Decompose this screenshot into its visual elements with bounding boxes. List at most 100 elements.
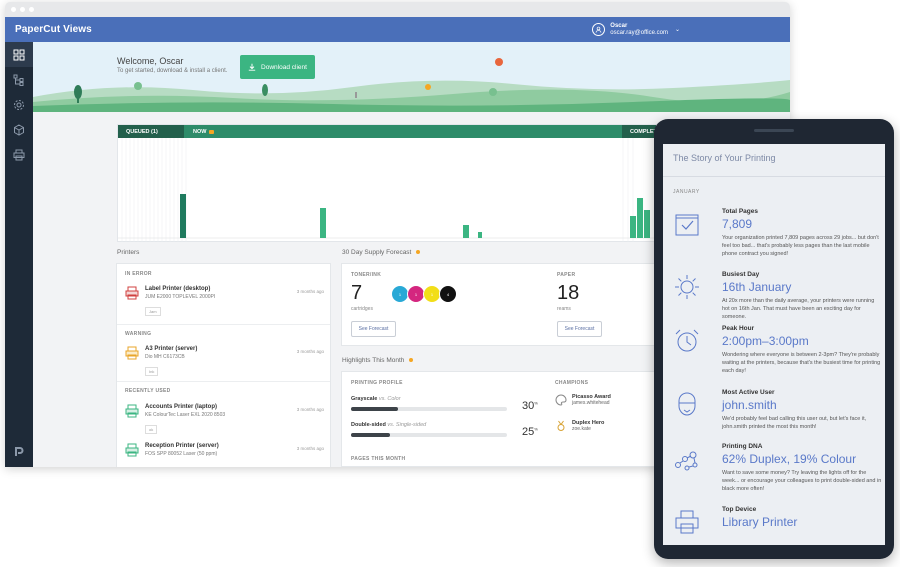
sidebar-item-printers[interactable] — [5, 142, 33, 167]
paper-label: PAPER — [557, 272, 576, 278]
papercut-logo-icon — [15, 447, 24, 456]
story-screen: The Story of Your Printing JANUARY Total… — [663, 144, 885, 545]
printer-row[interactable]: Reception Printer (server) FOS SPP 80052… — [125, 443, 219, 457]
printer-status-tag: ok — [145, 425, 158, 434]
story-description: Your organization printed 7,809 pages ac… — [722, 235, 879, 257]
champion-row[interactable]: Picasso Award james.whitehead — [555, 394, 611, 406]
timeline-bar[interactable] — [630, 216, 636, 238]
duplex-percent-value: 25 — [522, 426, 535, 438]
printer-ok-icon — [125, 404, 139, 418]
download-client-label: Download client — [261, 63, 307, 71]
user-avatar-icon — [592, 23, 606, 36]
paper-unit: reams — [557, 306, 571, 312]
printer-time: 3 months ago — [296, 349, 324, 354]
download-client-button[interactable]: Download client — [240, 55, 315, 79]
printer-warning-icon — [125, 346, 139, 360]
printer-row[interactable]: Label Printer (desktop) JUM E2000 TOPLEV… — [125, 286, 215, 318]
timeline-bar[interactable] — [637, 198, 643, 238]
timeline-now-label: NOW — [193, 128, 207, 135]
timeline-bar[interactable] — [320, 208, 326, 238]
user-menu[interactable]: Oscar oscar.ray@office.com ⌄ — [592, 23, 680, 37]
printer-info: A3 Printer (server) Dio MH C6173CB Ink — [145, 346, 197, 378]
highlights-dot-icon — [409, 358, 414, 362]
story-heading: Top Device — [722, 506, 757, 513]
champion-row[interactable]: Duplex Hero zoe.kate — [555, 420, 604, 432]
window-maximize-dot[interactable] — [29, 7, 34, 12]
sidebar — [5, 42, 33, 467]
chevron-down-icon: ⌄ — [674, 27, 680, 33]
user-info: Oscar oscar.ray@office.com — [610, 23, 668, 37]
printer-model: JUM E2000 TOPLEVEL 2000PI — [145, 294, 216, 300]
timeline-queued-label[interactable]: QUEUED (1) — [118, 125, 184, 138]
forecast-card: TONER/INK 7 cartridges 1 1 1 4 See Forec… — [341, 263, 661, 346]
printer-icon — [675, 510, 699, 534]
timeline-header: QUEUED (1) NOW COMPLETE — [118, 125, 661, 138]
grayscale-label: Grayscale — [351, 396, 378, 402]
see-forecast-button[interactable]: See Forecast — [557, 321, 602, 337]
story-heading: Busiest Day — [722, 271, 760, 278]
duplex-vs: vs. Single-sided — [387, 422, 427, 428]
printer-row[interactable]: Accounts Printer (laptop) KE ColourTec L… — [125, 404, 225, 436]
app-logo[interactable]: PaperCut Views — [15, 24, 92, 35]
pages-this-month-label: PAGES THIS MONTH — [351, 456, 406, 462]
story-value: 2:00pm–3:00pm — [722, 334, 809, 348]
story-month: JANUARY — [673, 189, 700, 195]
sidebar-item-dashboard[interactable] — [5, 42, 33, 67]
timeline-bar[interactable] — [644, 210, 650, 238]
forecast-dot-icon — [416, 250, 421, 254]
grayscale-vs: vs. Color — [378, 396, 401, 402]
gear-icon — [14, 99, 24, 110]
window-minimize-dot[interactable] — [20, 7, 25, 12]
medal-icon — [557, 420, 565, 431]
toner-black-dot: 4 — [439, 285, 457, 303]
champion-user: zoe.kate — [572, 426, 591, 432]
window-close-dot[interactable] — [11, 7, 16, 12]
divider — [663, 176, 885, 177]
printer-row[interactable]: A3 Printer (server) Dio MH C6173CB Ink — [125, 346, 197, 378]
printer-error-icon — [125, 286, 139, 300]
timeline-complete-label[interactable]: COMPLETE — [622, 125, 661, 138]
champion-info: Duplex Hero zoe.kate — [572, 420, 604, 432]
printer-time: 3 months ago — [296, 407, 324, 412]
duplex-bar-fill — [351, 433, 390, 437]
printer-status-tag: Ink — [145, 367, 159, 376]
printer-name: Label Printer (desktop) — [145, 286, 211, 292]
story-value: 7,809 — [722, 217, 753, 231]
palette-icon — [555, 394, 567, 406]
printer-icon — [13, 149, 25, 160]
download-icon — [248, 63, 256, 71]
duplex-bar — [351, 433, 507, 437]
highlights-card: PRINTING PROFILE Grayscale vs. Color 30%… — [341, 371, 661, 467]
story-heading: Most Active User — [722, 389, 775, 396]
see-forecast-button[interactable]: See Forecast — [351, 321, 396, 337]
dna-icon — [675, 451, 698, 471]
timeline-bar[interactable] — [478, 232, 482, 238]
forecast-title-text: 30 Day Supply Forecast — [342, 249, 412, 256]
champion-title: Duplex Hero — [572, 420, 605, 426]
timeline-bar[interactable] — [180, 194, 186, 238]
printer-model: Dio MH C6173CB — [145, 354, 185, 360]
welcome-subtitle: To get started, download & install a cli… — [117, 68, 228, 74]
printer-name: A3 Printer (server) — [145, 346, 198, 352]
recently-used-label: RECENTLY USED — [125, 388, 171, 394]
printing-profile-label: PRINTING PROFILE — [351, 380, 403, 386]
story-description: Wondering where everyone is between 2-3p… — [722, 352, 881, 374]
story-value: 62% Duplex, 19% Colour — [722, 452, 857, 466]
sidebar-item-organization[interactable] — [5, 67, 33, 92]
paper-value: 18 — [557, 282, 580, 304]
in-error-label: IN ERROR — [125, 271, 152, 277]
divider — [117, 324, 330, 325]
champion-info: Picasso Award james.whitehead — [572, 394, 611, 406]
sidebar-item-environment[interactable] — [5, 117, 33, 142]
duplex-row: Double-sided vs. Single-sided — [351, 422, 426, 428]
champion-title: Picasso Award — [572, 394, 611, 400]
story-heading: Total Pages — [722, 208, 759, 215]
champion-user: james.whitehead — [572, 400, 610, 406]
timeline-bar[interactable] — [463, 225, 469, 238]
story-value: 16th January — [722, 280, 792, 294]
alarm-clock-icon — [675, 329, 699, 352]
printer-model: KE ColourTec Laser EXL 2020 8503 — [145, 412, 226, 418]
story-description: At 20x more than the daily average, your… — [722, 298, 875, 320]
sidebar-item-settings[interactable] — [5, 92, 33, 117]
sun-icon — [675, 275, 699, 299]
